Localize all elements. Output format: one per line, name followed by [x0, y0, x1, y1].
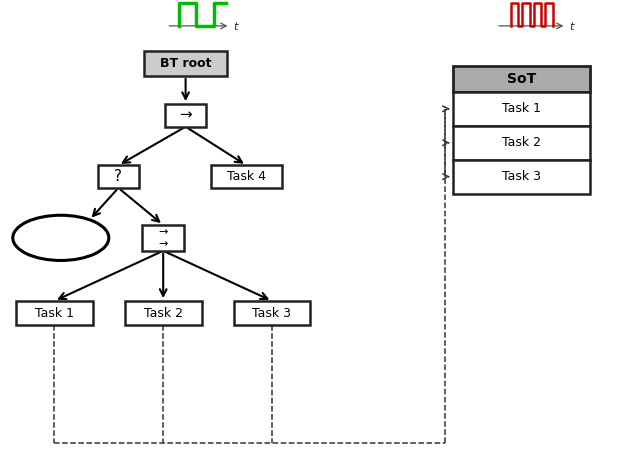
Text: Task 3: Task 3: [502, 170, 541, 183]
Text: Task 2: Task 2: [144, 307, 182, 320]
Text: SoT: SoT: [507, 72, 536, 86]
FancyBboxPatch shape: [164, 104, 206, 127]
Text: Task 1: Task 1: [35, 307, 74, 320]
Text: →: →: [179, 108, 192, 123]
FancyBboxPatch shape: [453, 92, 590, 126]
FancyBboxPatch shape: [211, 165, 282, 188]
FancyBboxPatch shape: [234, 301, 310, 325]
FancyBboxPatch shape: [97, 165, 140, 188]
Text: t: t: [234, 22, 238, 32]
Text: ?: ?: [115, 169, 122, 184]
Text: Task 2: Task 2: [502, 136, 541, 149]
FancyBboxPatch shape: [453, 126, 590, 160]
FancyBboxPatch shape: [453, 66, 590, 92]
Text: →
→: → →: [159, 227, 168, 249]
Text: t: t: [570, 22, 574, 32]
FancyBboxPatch shape: [16, 301, 93, 325]
FancyBboxPatch shape: [125, 301, 202, 325]
Text: BT root: BT root: [160, 57, 211, 70]
Text: Task 3: Task 3: [253, 307, 291, 320]
Text: Task 4: Task 4: [227, 170, 266, 183]
Ellipse shape: [13, 215, 109, 260]
FancyBboxPatch shape: [144, 51, 227, 76]
Text: Task 1: Task 1: [502, 102, 541, 115]
FancyBboxPatch shape: [453, 160, 590, 194]
FancyBboxPatch shape: [143, 225, 184, 251]
